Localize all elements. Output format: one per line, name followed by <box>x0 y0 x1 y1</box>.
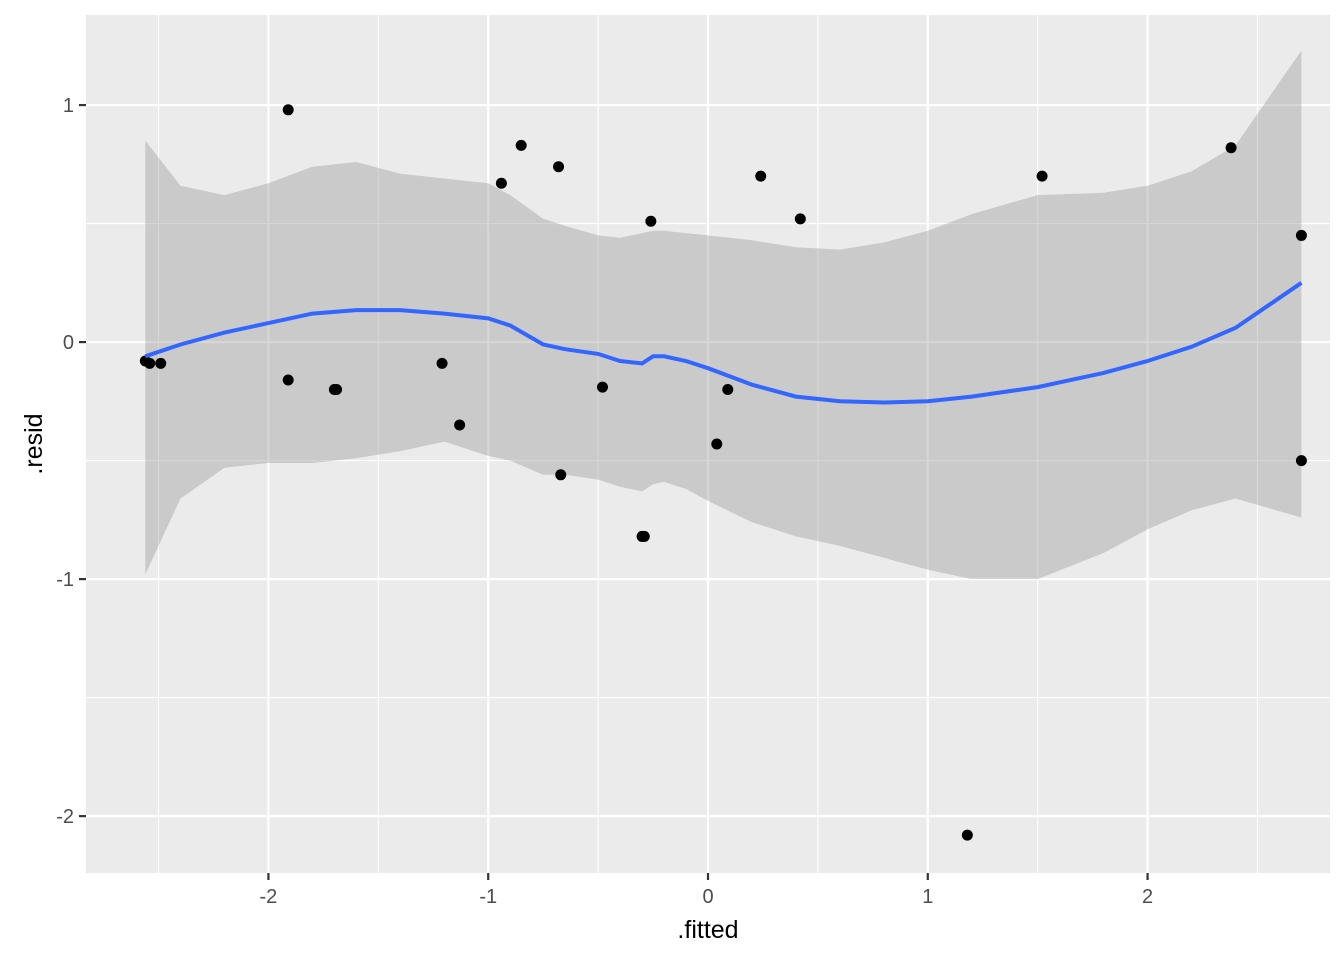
data-point <box>436 357 448 369</box>
data-point <box>155 357 167 369</box>
y-axis-ticks: -2 -1 0 1 <box>56 95 86 828</box>
data-point <box>597 381 609 393</box>
data-point <box>1225 142 1237 154</box>
data-point <box>454 419 466 431</box>
smooth-line <box>144 281 1303 405</box>
data-point <box>722 383 734 395</box>
data-points <box>139 104 1307 841</box>
data-point <box>555 469 567 481</box>
x-tick-label: -1 <box>479 886 497 908</box>
data-point <box>495 177 507 189</box>
data-point <box>961 829 973 841</box>
data-point <box>711 438 723 450</box>
minor-gridlines <box>86 15 1330 873</box>
data-point <box>1295 229 1307 241</box>
x-tick-label: 1 <box>922 886 933 908</box>
data-point <box>282 374 294 386</box>
x-axis-title: .fitted <box>677 916 738 944</box>
data-point <box>282 104 294 116</box>
x-tick-label: -2 <box>260 886 278 908</box>
major-gridlines <box>86 15 1330 873</box>
data-point <box>144 357 156 369</box>
data-point <box>794 213 806 225</box>
data-point <box>755 170 767 182</box>
y-axis-title: .resid <box>20 413 48 474</box>
y-tick-label: -1 <box>56 569 74 591</box>
data-point <box>331 383 343 395</box>
data-point <box>1295 455 1307 467</box>
y-tick-label: -2 <box>56 806 74 828</box>
data-point <box>515 139 527 151</box>
y-tick-label: 0 <box>63 332 74 354</box>
x-tick-label: 0 <box>702 886 713 908</box>
x-tick-label: 2 <box>1142 886 1153 908</box>
data-point <box>638 530 650 542</box>
confidence-band <box>145 50 1302 580</box>
data-point <box>1036 170 1048 182</box>
y-tick-label: 1 <box>63 95 74 117</box>
x-axis-ticks: -2 -1 0 1 2 <box>260 873 1153 908</box>
data-point <box>645 215 657 227</box>
data-point <box>553 161 565 173</box>
